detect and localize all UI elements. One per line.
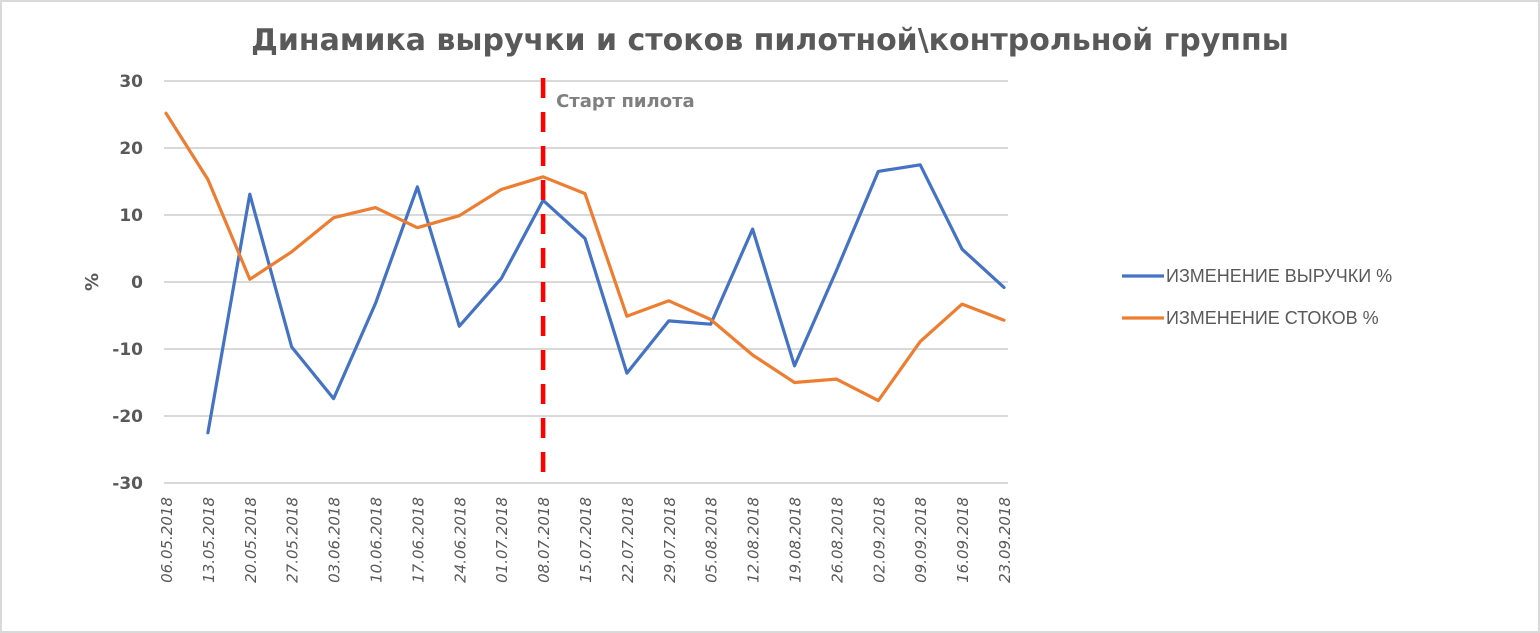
legend-label: ИЗМЕНЕНИЕ СТОКОВ % <box>1166 308 1379 328</box>
gridlines <box>164 80 1008 484</box>
y-tick-label: -20 <box>112 407 143 427</box>
x-tick-label: 17.06.2018 <box>409 497 427 583</box>
x-axis-ticks: 06.05.2018 13.05.2018 20.05.2018 27.05.2018… <box>158 497 1014 583</box>
x-tick-label: 05.08.2018 <box>703 497 721 583</box>
x-tick-label: 09.09.2018 <box>912 497 930 583</box>
data-series <box>164 111 1006 435</box>
x-tick-label: 08.07.2018 <box>535 497 553 583</box>
x-tick-label: 19.08.2018 <box>787 497 805 583</box>
x-tick-label: 01.07.2018 <box>493 497 511 583</box>
x-tick-label: 12.08.2018 <box>745 497 763 583</box>
x-tick-label: 16.09.2018 <box>954 497 972 583</box>
y-tick-label: 10 <box>119 206 143 226</box>
y-tick-label: 30 <box>119 72 143 92</box>
x-tick-label: 15.07.2018 <box>577 497 595 583</box>
x-tick-label: 26.08.2018 <box>828 497 846 583</box>
pilot-start-label: Старт пилота <box>556 91 695 112</box>
chart-title: Динамика выручки и стоков пилотной\контр… <box>251 23 1289 58</box>
x-tick-label: 29.07.2018 <box>661 497 679 583</box>
x-tick-label: 27.05.2018 <box>284 497 302 583</box>
x-tick-label: 10.06.2018 <box>368 497 386 583</box>
y-axis-label: % <box>82 273 103 291</box>
y-tick-label: 0 <box>131 273 143 293</box>
x-tick-label: 02.09.2018 <box>870 497 888 583</box>
x-tick-label: 24.06.2018 <box>451 497 469 583</box>
revenue-line <box>206 163 1006 435</box>
y-tick-label: -10 <box>112 340 143 360</box>
y-axis-ticks: 30 20 10 0 -10 -20 -30 <box>112 72 143 494</box>
stock-line <box>164 111 1006 403</box>
x-tick-label: 03.06.2018 <box>326 497 344 583</box>
x-tick-label: 13.05.2018 <box>200 497 218 583</box>
x-tick-label: 20.05.2018 <box>242 497 260 583</box>
legend: ИЗМЕНЕНИЕ ВЫРУЧКИ % ИЗМЕНЕНИЕ СТОКОВ % <box>1122 266 1392 328</box>
legend-label: ИЗМЕНЕНИЕ ВЫРУЧКИ % <box>1166 266 1392 286</box>
x-tick-label: 23.09.2018 <box>996 497 1014 583</box>
y-tick-label: 20 <box>119 139 143 159</box>
y-tick-label: -30 <box>112 474 143 494</box>
pilot-start-annotation: Старт пилота <box>540 78 695 484</box>
x-tick-label: 22.07.2018 <box>619 497 637 583</box>
x-tick-label: 06.05.2018 <box>158 497 176 583</box>
